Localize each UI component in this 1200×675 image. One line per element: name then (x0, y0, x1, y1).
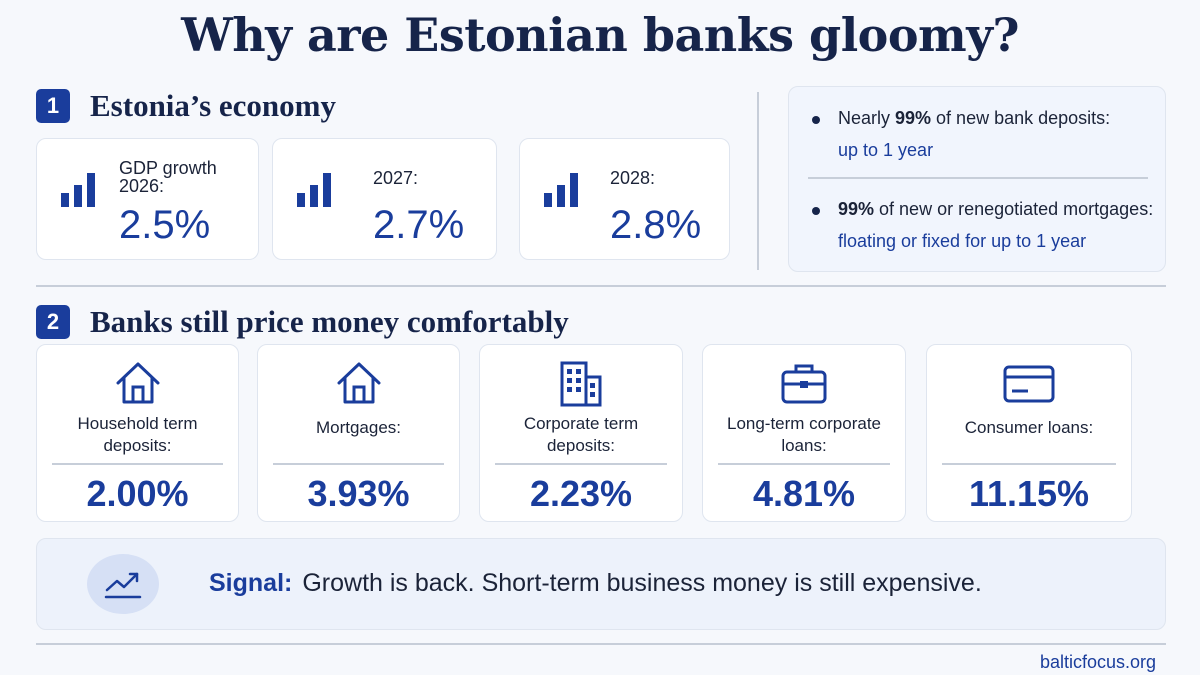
rate-label: Mortgages: (315, 418, 402, 437)
info-divider (808, 177, 1148, 179)
rate-divider (495, 463, 667, 465)
signal-box: Signal: Growth is back. Short-term busine… (36, 538, 1166, 630)
credit-card-icon (1003, 365, 1055, 403)
bar-chart-icon (297, 173, 331, 207)
bar-chart-icon (61, 173, 95, 207)
gdp-card-2027: 2027: 2.7% (272, 138, 497, 260)
info-line-mortgages: 99% of new or renegotiated mortgages: (838, 199, 1154, 219)
section-number: 1 (36, 89, 70, 123)
bullet-icon (812, 116, 820, 124)
gdp-card-2028: 2028: 2.8% (519, 138, 730, 260)
bar-chart-icon (544, 173, 578, 207)
gdp-label: GDP growth 2026: (119, 158, 217, 196)
gdp-value: 2.8% (610, 203, 702, 247)
rate-divider (718, 463, 890, 465)
rate-card-household-deposits: Household term deposits: 2.00% (36, 344, 239, 522)
info-line-deposits: Nearly 99% of new bank deposits: (838, 108, 1111, 128)
info-accent-mortgages: floating or fixed for up to 1 year (838, 231, 1087, 251)
rate-value: 2.00% (86, 473, 189, 514)
signal-message: Signal: Growth is back. Short-term busine… (209, 569, 982, 598)
rate-value: 3.93% (307, 473, 410, 514)
section-2-header: 2 Banks still price money comfortably (36, 304, 569, 340)
gdp-value: 2.5% (119, 203, 211, 247)
briefcase-icon (781, 364, 827, 404)
rate-label: Long-term corporate loans: (726, 414, 882, 455)
section-divider (36, 285, 1166, 287)
rate-card-mortgages: Mortgages: 3.93% (257, 344, 460, 522)
section-1-header: 1 Estonia’s economy (36, 88, 336, 124)
trend-up-icon (104, 572, 142, 599)
rate-divider (52, 463, 223, 465)
signal-label: Signal: (209, 569, 293, 597)
gdp-card-2026: GDP growth 2026: 2.5% (36, 138, 259, 260)
rate-label: Corporate term deposits: (523, 414, 639, 455)
bullet-icon (812, 207, 820, 215)
footer-divider (36, 643, 1166, 645)
rate-card-corporate-deposits: Corporate term deposits: 2.23% (479, 344, 683, 522)
rate-divider (273, 463, 444, 465)
gdp-label: 2027: (373, 168, 419, 188)
page-title: Why are Estonian banks gloomy? (181, 8, 1019, 62)
trend-up-icon-circle (87, 554, 159, 614)
house-icon (116, 362, 159, 404)
rate-label: Household term deposits: (77, 414, 198, 455)
building-icon (560, 361, 602, 407)
rate-divider (942, 463, 1116, 465)
rate-value: 11.15% (968, 473, 1090, 514)
gdp-label: 2028: (610, 168, 656, 188)
deposit-info-box (788, 86, 1166, 272)
section-title: Estonia’s economy (90, 88, 336, 123)
rate-value: 2.23% (529, 473, 633, 514)
rate-value: 4.81% (752, 473, 856, 514)
info-accent-deposits: up to 1 year (838, 140, 934, 160)
gdp-value: 2.7% (373, 203, 465, 247)
section-number: 2 (36, 305, 70, 339)
rate-label: Consumer loans: (964, 418, 1094, 437)
section-title: Banks still price money comfortably (90, 304, 569, 339)
rate-card-consumer-loans: Consumer loans: 11.15% (926, 344, 1132, 522)
footer-source: balticfocus.org (1039, 652, 1156, 672)
home-icon (337, 362, 380, 404)
rate-card-corporate-loans: Long-term corporate loans: 4.81% (702, 344, 906, 522)
vertical-divider (757, 92, 759, 270)
signal-text: Growth is back. Short-term business mone… (302, 569, 982, 597)
